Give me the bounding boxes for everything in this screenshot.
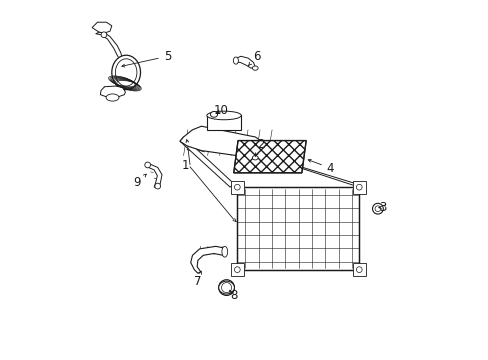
Ellipse shape xyxy=(252,156,258,160)
Ellipse shape xyxy=(221,283,231,293)
Ellipse shape xyxy=(115,59,137,86)
Ellipse shape xyxy=(144,162,150,168)
Polygon shape xyxy=(92,22,112,33)
Polygon shape xyxy=(235,56,255,68)
Bar xyxy=(230,181,244,194)
Polygon shape xyxy=(180,126,267,158)
Bar xyxy=(352,263,365,276)
Polygon shape xyxy=(233,140,305,173)
Ellipse shape xyxy=(356,267,362,273)
Text: 2: 2 xyxy=(255,138,264,157)
Ellipse shape xyxy=(372,203,383,214)
Ellipse shape xyxy=(233,57,238,64)
Ellipse shape xyxy=(155,183,160,189)
Bar xyxy=(230,263,244,276)
Ellipse shape xyxy=(234,184,240,190)
Text: 7: 7 xyxy=(194,271,201,288)
Ellipse shape xyxy=(112,55,140,90)
Text: 8: 8 xyxy=(229,289,237,302)
Text: 9: 9 xyxy=(133,174,146,189)
Ellipse shape xyxy=(218,281,234,294)
Ellipse shape xyxy=(234,267,240,273)
Polygon shape xyxy=(100,86,125,97)
Text: 1: 1 xyxy=(181,159,189,172)
Ellipse shape xyxy=(206,111,241,120)
Polygon shape xyxy=(206,116,241,130)
Polygon shape xyxy=(267,157,359,187)
Text: 4: 4 xyxy=(307,159,334,175)
Ellipse shape xyxy=(106,94,119,101)
Ellipse shape xyxy=(210,112,217,117)
Polygon shape xyxy=(145,164,162,187)
Ellipse shape xyxy=(218,280,234,296)
Polygon shape xyxy=(190,246,226,273)
Text: 10: 10 xyxy=(213,104,228,117)
Polygon shape xyxy=(237,187,359,270)
Ellipse shape xyxy=(101,32,106,38)
Text: 6: 6 xyxy=(248,50,260,66)
Polygon shape xyxy=(96,32,122,62)
Ellipse shape xyxy=(252,66,258,70)
Text: 5: 5 xyxy=(122,50,171,67)
Text: 3: 3 xyxy=(378,201,386,214)
Ellipse shape xyxy=(222,246,227,257)
Bar xyxy=(352,181,365,194)
Ellipse shape xyxy=(356,184,362,190)
Ellipse shape xyxy=(374,206,380,212)
Polygon shape xyxy=(180,137,233,187)
